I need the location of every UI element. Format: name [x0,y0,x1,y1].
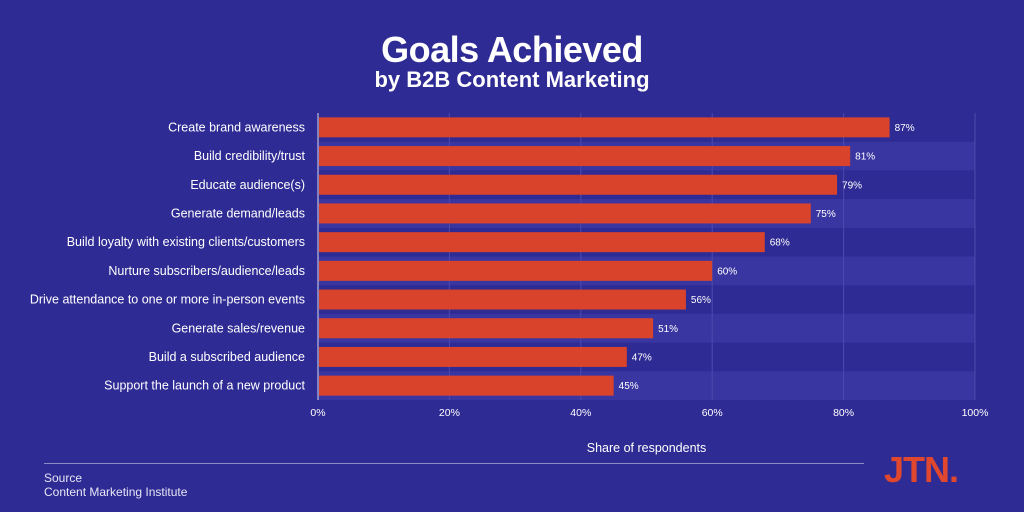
bar [319,346,627,367]
data-label: 75% [816,209,836,220]
category-label: Build credibility/trust [194,149,306,163]
source-label: Source [44,471,83,485]
data-label: 68% [770,238,790,249]
category-label: Generate sales/revenue [172,321,305,335]
logo-text: JTN. [884,449,958,488]
category-label: Generate demand/leads [171,206,305,220]
x-tick-label: 80% [833,407,854,419]
bar [319,174,838,195]
x-tick-label: 100% [962,407,989,419]
category-label: Create brand awareness [168,120,305,134]
data-label: 56% [691,295,711,306]
jtn-logo: JTN. [884,449,959,488]
bar [319,117,890,138]
data-label: 60% [717,266,737,277]
bar [319,146,851,167]
x-tick-label: 40% [570,407,591,419]
chart-title: Goals Achieved [381,29,643,70]
category-label: Drive attendance to one or more in-perso… [30,293,305,307]
x-tick-label: 20% [439,407,460,419]
data-label: 47% [632,352,652,363]
bar [319,318,654,339]
chart-subtitle: by B2B Content Marketing [374,67,650,92]
source-divider [44,463,864,464]
bar [319,375,614,396]
x-tick-label: 0% [310,407,325,419]
category-label: Build a subscribed audience [149,350,305,364]
data-label: 45% [619,381,639,392]
data-label: 51% [658,324,678,335]
x-axis-title: Share of respondents [587,441,707,455]
data-label: 87% [895,123,915,134]
bar [319,260,713,281]
x-tick-label: 60% [702,407,723,419]
category-label: Nurture subscribers/audience/leads [108,264,305,278]
category-label: Support the launch of a new product [104,379,305,393]
category-label: Build loyalty with existing clients/cust… [67,235,305,249]
category-label: Educate audience(s) [190,178,305,192]
bar [319,232,765,253]
bar [319,289,686,310]
bar [319,203,811,224]
data-label: 79% [842,180,862,191]
source-value: Content Marketing Institute [44,485,188,499]
data-label: 81% [855,152,875,163]
